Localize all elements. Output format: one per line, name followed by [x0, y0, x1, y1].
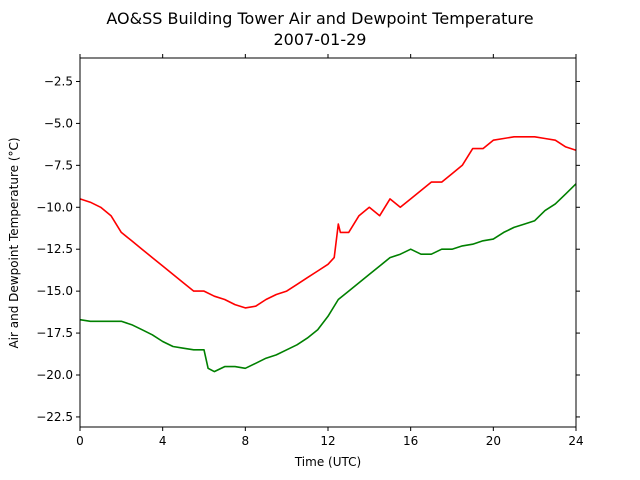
x-tick-label: 12 [320, 434, 335, 448]
y-tick-label: −22.5 [36, 410, 73, 424]
y-tick-label: −5.0 [44, 116, 73, 130]
chart-title: AO&SS Building Tower Air and Dewpoint Te… [106, 9, 533, 28]
y-tick-label: −15.0 [36, 284, 73, 298]
x-tick-label: 8 [242, 434, 250, 448]
x-tick-label: 20 [486, 434, 501, 448]
y-tick-label: −7.5 [44, 158, 73, 172]
tick-layer: 0 4 8 12 16 20 24 −22.5 −20.0 −17.5 −15.0 −12.5 −10.… [36, 54, 584, 448]
x-tick-label: 0 [76, 434, 84, 448]
series-layer [79, 136, 577, 373]
y-axis-label: Air and Dewpoint Temperature (°C) [7, 137, 21, 348]
x-tick-label: 16 [403, 434, 418, 448]
y-tick-label: −12.5 [36, 242, 73, 256]
x-axis-label: Time (UTC) [294, 455, 361, 469]
series-line-0 [79, 136, 577, 309]
chart-subtitle: 2007-01-29 [274, 30, 367, 49]
x-tick-label: 24 [568, 434, 583, 448]
y-tick-label: −20.0 [36, 368, 73, 382]
y-tick-label: −17.5 [36, 326, 73, 340]
series-line-1 [79, 183, 577, 373]
y-tick-label: −2.5 [44, 74, 73, 88]
plot-frame [79, 57, 577, 428]
x-tick-label: 4 [159, 434, 167, 448]
y-tick-label: −10.0 [36, 200, 73, 214]
